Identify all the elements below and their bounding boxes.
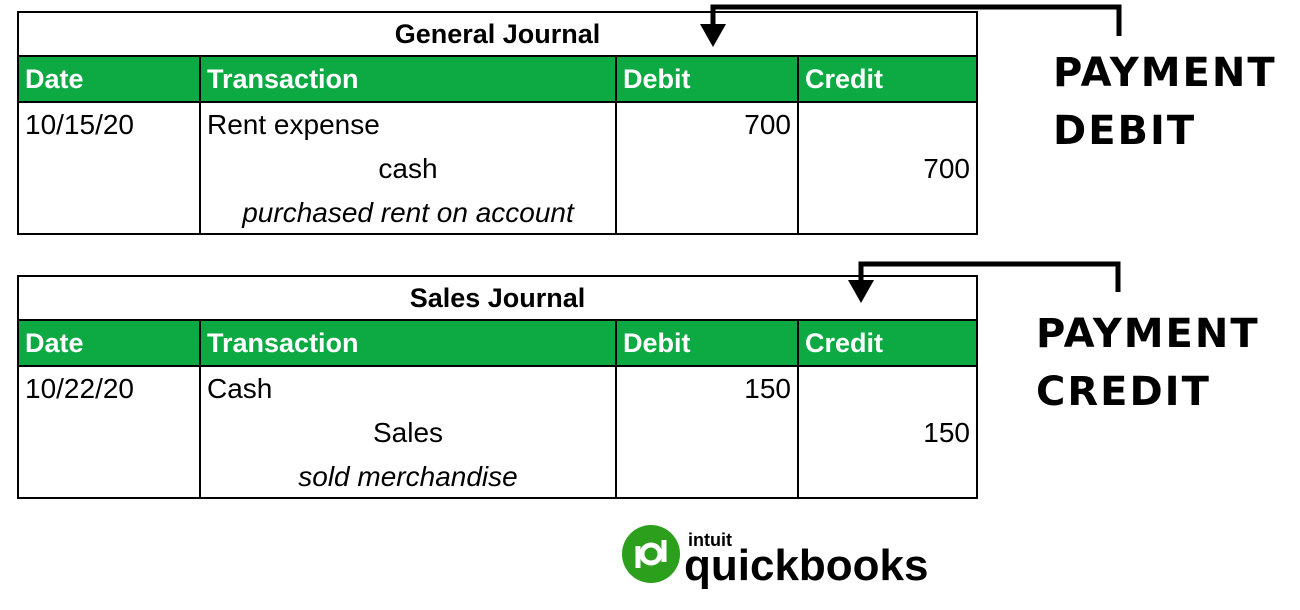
transaction-column-header: Transaction: [201, 321, 617, 365]
debit-cell: 150: [617, 367, 799, 497]
credit-amount: [799, 367, 976, 411]
credit-column-header: Credit: [805, 64, 884, 94]
debit-amount: 150: [744, 373, 791, 404]
date-column-header: Date: [19, 57, 201, 101]
callout-line: DEBIT: [1053, 108, 1197, 154]
credit-amount: [799, 103, 976, 147]
transaction-column-header: Transaction: [201, 57, 617, 101]
payment-debit-callout: PAYMENT DEBIT: [1053, 44, 1277, 160]
intuit-wordmark: intuit: [688, 530, 732, 550]
entry-date: 10/15/20: [25, 109, 134, 140]
entry-date: 10/22/20: [25, 373, 134, 404]
sales-journal-title: Sales Journal: [19, 277, 976, 321]
debit-column-header: Debit: [617, 321, 799, 365]
debit-account: Cash: [207, 373, 273, 404]
sales-journal-table: Sales Journal Date Transaction Debit Cre…: [17, 275, 978, 499]
date-cell: 10/22/20: [19, 367, 201, 497]
credit-pointer-arrow-icon: [848, 261, 1121, 303]
credit-amount: 150: [923, 417, 970, 448]
debit-amount: 700: [744, 109, 791, 140]
general-journal-table: General Journal Date Transaction Debit C…: [17, 11, 978, 235]
quickbooks-wordmark: quickbooks: [684, 541, 929, 590]
date-cell: 10/15/20: [19, 103, 201, 233]
callout-line: CREDIT: [1036, 369, 1211, 415]
sales-journal-entry: 10/22/20 Cash Sales sold merchandise 150…: [19, 367, 976, 497]
general-journal-header-row: Date Transaction Debit Credit: [19, 57, 976, 103]
entry-memo: sold merchandise: [298, 461, 518, 492]
general-journal-title: General Journal: [19, 13, 976, 57]
debit-column-header: Debit: [617, 57, 799, 101]
credit-column-header: Credit: [805, 328, 884, 358]
payment-credit-callout: PAYMENT CREDIT: [1036, 305, 1260, 421]
debit-account: Rent expense: [207, 109, 380, 140]
debit-cell: 700: [617, 103, 799, 233]
credit-amount: 700: [923, 153, 970, 184]
sales-journal-header-row: Date Transaction Debit Credit: [19, 321, 976, 367]
credit-cell: 150: [799, 367, 976, 497]
entry-memo: purchased rent on account: [242, 197, 574, 228]
credit-cell: 700: [799, 103, 976, 233]
callout-line: PAYMENT: [1053, 50, 1277, 96]
general-journal-entry: 10/15/20 Rent expense cash purchased ren…: [19, 103, 976, 233]
credit-account: Sales: [372, 417, 444, 448]
quickbooks-logo-icon: intuit quickbooks: [622, 525, 929, 590]
date-column-header: Date: [19, 321, 201, 365]
transaction-cell: Rent expense cash purchased rent on acco…: [201, 103, 617, 233]
credit-account: cash: [378, 153, 438, 184]
callout-line: PAYMENT: [1036, 311, 1260, 357]
quickbooks-logo: intuit quickbooks: [620, 524, 965, 590]
debit-pointer-arrow-icon: [700, 4, 1122, 47]
transaction-cell: Cash Sales sold merchandise: [201, 367, 617, 497]
